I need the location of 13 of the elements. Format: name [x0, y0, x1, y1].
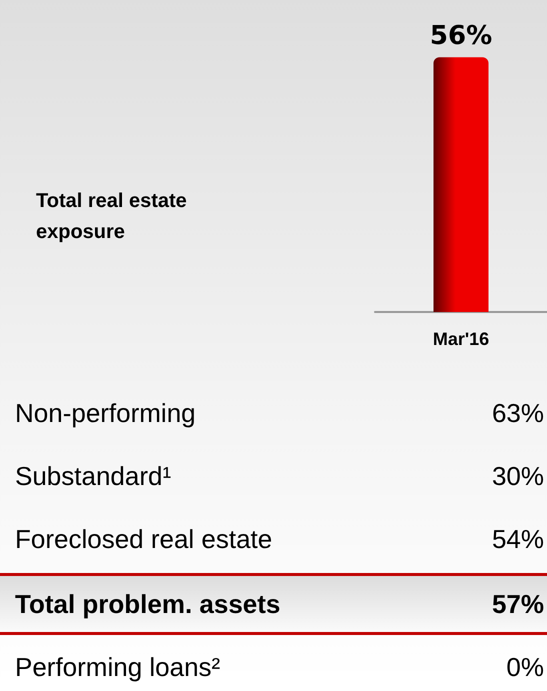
text: 63% [492, 398, 544, 428]
text: Total problem. assets [15, 588, 280, 620]
text: 54% [492, 524, 544, 554]
text: Total real estate exposure [36, 189, 188, 245]
x-tick-label: Mar'16 [432, 329, 490, 349]
text: 0% [506, 652, 544, 682]
text: Foreclosed real estate [15, 524, 272, 554]
text: Substandard¹ [15, 460, 172, 492]
text: Performing loans² [15, 652, 220, 682]
text: 57% [492, 588, 544, 620]
text: 30% [492, 460, 544, 492]
text: Non-performing [15, 398, 196, 428]
data-label: 56% [430, 21, 492, 52]
